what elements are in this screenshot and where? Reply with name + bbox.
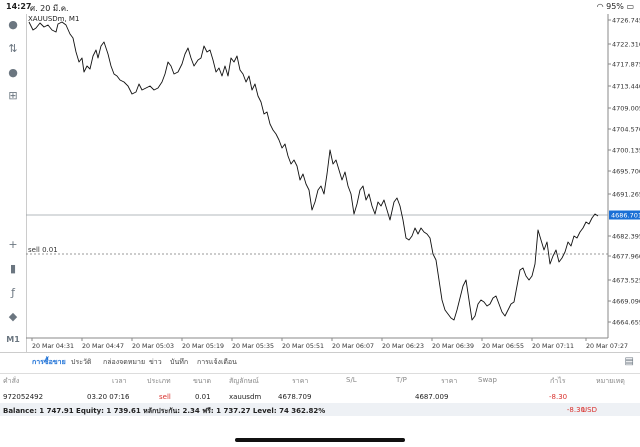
x-tick-label: 20 Mar 06:23 — [382, 343, 424, 350]
y-tick-label: 4677.960 — [612, 253, 640, 261]
y-tick-label: 4673.525 — [612, 277, 640, 285]
candles-icon[interactable]: ▮ — [9, 262, 17, 275]
x-tick-label: 20 Mar 07:27 — [586, 343, 628, 350]
objects-icon[interactable]: ◆ — [8, 310, 18, 323]
tab-journal[interactable]: บันทึก — [170, 358, 189, 366]
current-price-tag — [609, 210, 640, 220]
row-symbol: xauusdm — [229, 393, 262, 401]
balance-row: Balance: 1 747.91 Equity: 1 739.61 หลักป… — [0, 403, 640, 416]
y-tick-label: 4722.310 — [612, 41, 640, 49]
toolbox-tabs: การซื้อขาย ประวัติ กล่องจดหมาย ข่าว บันท… — [0, 352, 640, 374]
battery-percent: 95% — [606, 2, 624, 11]
col-sl: S/L — [346, 376, 357, 384]
price-line — [28, 21, 599, 321]
col-time: เวลา — [112, 377, 127, 385]
sell-position-label: sell 0.01 — [28, 246, 58, 254]
y-tick-label: 4691.265 — [612, 191, 640, 199]
battery-icon: ▭ — [626, 2, 634, 11]
status-right: ◠ 95% ▭ — [597, 2, 634, 11]
x-tick-label: 20 Mar 06:07 — [332, 343, 374, 350]
balance-summary: Balance: 1 747.91 Equity: 1 739.61 หลักป… — [3, 407, 326, 415]
x-tick-label: 20 Mar 05:03 — [132, 343, 174, 350]
row-time: 03.20 07:16 — [87, 393, 130, 401]
y-tick-label: 4713.440 — [612, 83, 640, 91]
timeframe-label[interactable]: M1 — [6, 335, 20, 344]
y-tick-label: 4704.570 — [612, 126, 640, 134]
trade-icon[interactable]: ⇅ — [8, 42, 18, 55]
chat-icon[interactable]: ● — [8, 66, 18, 79]
y-tick-label: 4700.135 — [612, 147, 640, 155]
total-profit: -8.30 — [566, 406, 585, 414]
account-icon[interactable]: ● — [8, 18, 18, 31]
profit-currency: USD — [582, 406, 597, 414]
y-tick-label: 4695.700 — [612, 168, 640, 176]
price-chart[interactable]: 4726.745 4722.310 4717.875 4713.440 4709.005… — [26, 14, 640, 352]
x-tick-label: 20 Mar 06:55 — [482, 343, 524, 350]
col-symbol: สัญลักษณ์ — [229, 377, 259, 385]
y-tick-label: 4726.745 — [612, 17, 640, 25]
y-tick-label: 4669.090 — [612, 298, 640, 306]
row-open-price: 4678.709 — [278, 393, 312, 401]
current-price-label: 4686.701 — [611, 211, 640, 219]
col-type: ประเภท — [147, 377, 171, 385]
col-swap: Swap — [478, 376, 497, 384]
x-tick-label: 20 Mar 07:11 — [532, 343, 574, 350]
left-toolbar: ● ⇅ ● ⊞ + ▮ ƒ ◆ M1 — [0, 14, 27, 352]
add-document-icon[interactable]: ⊞ — [8, 89, 18, 102]
col-profit: กำไร — [550, 377, 566, 385]
y-tick-label: 4709.005 — [612, 105, 640, 113]
row-size: 0.01 — [195, 393, 211, 401]
col-current-price: ราคา — [441, 377, 458, 385]
status-date: ศ. 20 มี.ค. — [30, 4, 69, 13]
wifi-icon: ◠ — [596, 2, 604, 11]
x-tick-label: 20 Mar 05:51 — [282, 343, 324, 350]
chart-canvas[interactable]: 4726.745 4722.310 4717.875 4713.440 4709.005… — [26, 14, 640, 352]
tab-alerts[interactable]: การแจ้งเตือน — [197, 358, 237, 366]
x-tick-label: 20 Mar 04:47 — [82, 343, 124, 350]
col-price: ราคา — [292, 377, 309, 385]
col-tp: T/P — [396, 376, 407, 384]
home-indicator[interactable] — [235, 438, 405, 442]
layout-icon[interactable]: ▤ — [624, 356, 634, 367]
chart-symbol: XAUUSDm, M1 — [28, 15, 80, 23]
x-tick-label: 20 Mar 05:19 — [182, 343, 224, 350]
y-tick-label: 4717.875 — [612, 61, 640, 69]
x-tick-label: 20 Mar 04:31 — [32, 343, 74, 350]
tab-mailbox[interactable]: กล่องจดหมาย — [103, 358, 146, 366]
y-tick-label: 4682.395 — [612, 233, 640, 241]
x-tick-label: 20 Mar 05:35 — [232, 343, 274, 350]
status-bar: 14:27 ศ. 20 มี.ค. ◠ 95% ▭ — [0, 0, 640, 14]
tab-news[interactable]: ข่าว — [149, 358, 162, 366]
tab-history[interactable]: ประวัติ — [71, 358, 92, 366]
row-type: sell — [159, 393, 171, 401]
col-order: คำสั่ง — [3, 377, 20, 385]
tab-trade[interactable]: การซื้อขาย — [32, 358, 66, 366]
col-comment: หมายเหตุ — [596, 377, 625, 385]
row-profit: -8.30 — [549, 393, 568, 401]
col-size: ขนาด — [193, 377, 212, 385]
x-tick-label: 20 Mar 06:39 — [432, 343, 474, 350]
crosshair-icon[interactable]: + — [8, 238, 18, 251]
row-order: 972052492 — [3, 393, 44, 401]
y-tick-label: 4664.655 — [612, 319, 640, 327]
status-time: 14:27 — [6, 2, 32, 11]
row-current-price: 4687.009 — [415, 393, 449, 401]
indicator-icon[interactable]: ƒ — [11, 286, 15, 299]
